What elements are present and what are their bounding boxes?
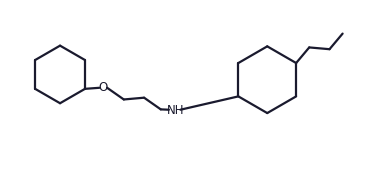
Text: NH: NH bbox=[167, 104, 185, 117]
Text: O: O bbox=[99, 81, 108, 94]
